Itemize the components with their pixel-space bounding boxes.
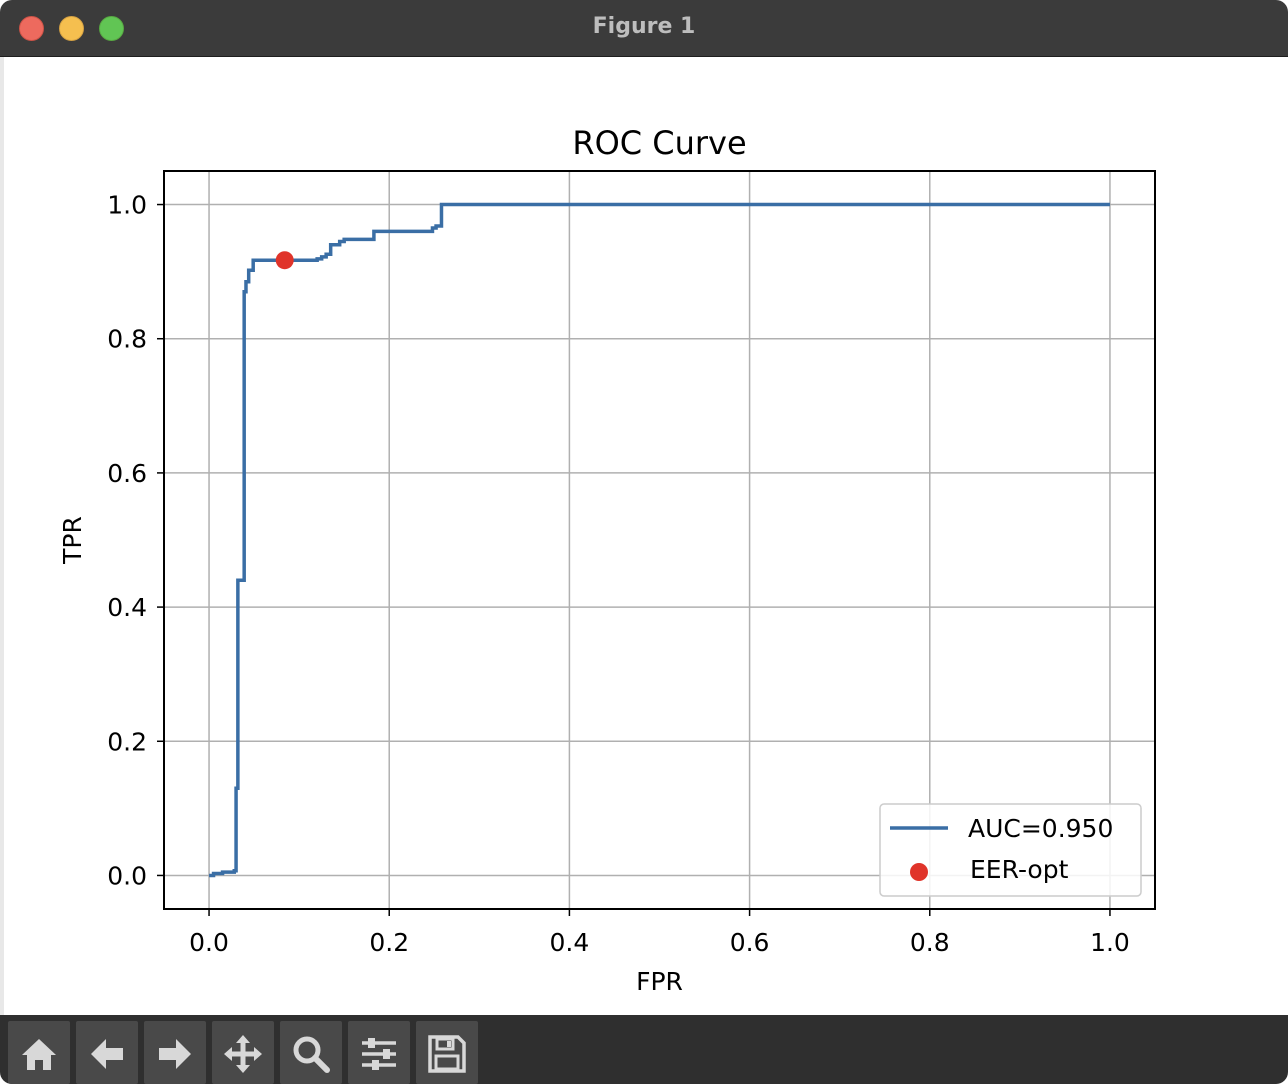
plot-series bbox=[209, 202, 1110, 878]
x-tick-label: 0.2 bbox=[369, 928, 409, 957]
sliders-icon bbox=[362, 1038, 396, 1070]
legend: AUC=0.950 EER-opt bbox=[879, 803, 1142, 897]
roc-chart: 0.0 0.2 0.4 0.6 0.8 1.0 0.0 0.2 0.4 0.6 0.8 1.0 ROC… bbox=[58, 124, 1156, 996]
pan-button[interactable] bbox=[212, 1021, 274, 1084]
x-tick-label: 0.0 bbox=[189, 928, 229, 957]
chart-title: ROC Curve bbox=[572, 124, 746, 162]
axis-ticks: 0.0 0.2 0.4 0.6 0.8 1.0 0.0 0.2 0.4 0.6 0.8 1.0 bbox=[107, 191, 1130, 957]
x-tick-label: 0.8 bbox=[910, 928, 950, 957]
x-tick-label: 0.6 bbox=[730, 928, 770, 957]
y-tick-label: 0.6 bbox=[107, 459, 147, 488]
back-button[interactable] bbox=[76, 1021, 138, 1084]
save-button[interactable] bbox=[416, 1021, 478, 1084]
axes-frame bbox=[163, 170, 1156, 910]
roc-curve-line bbox=[209, 202, 1110, 878]
y-axis-label: TPR bbox=[58, 516, 87, 565]
close-window-button[interactable] bbox=[19, 16, 44, 41]
zoom-button[interactable] bbox=[280, 1021, 342, 1084]
minimize-window-button[interactable] bbox=[59, 16, 84, 41]
navigation-toolbar bbox=[0, 1015, 1288, 1084]
floppy-disk-icon bbox=[428, 1035, 466, 1073]
arrow-right-icon bbox=[159, 1039, 191, 1069]
y-tick-label: 0.4 bbox=[107, 593, 147, 622]
x-axis-label: FPR bbox=[636, 967, 683, 996]
x-tick-label: 1.0 bbox=[1090, 928, 1130, 957]
magnifier-icon bbox=[293, 1036, 330, 1073]
forward-button[interactable] bbox=[144, 1021, 206, 1084]
y-tick-label: 0.2 bbox=[107, 727, 147, 756]
maximize-window-button[interactable] bbox=[99, 16, 124, 41]
legend-label-eer: EER-opt bbox=[970, 855, 1069, 884]
configure-subplots-button[interactable] bbox=[348, 1021, 410, 1084]
move-icon bbox=[224, 1035, 262, 1073]
x-tick-label: 0.4 bbox=[550, 928, 590, 957]
legend-label-auc: AUC=0.950 bbox=[968, 814, 1113, 843]
y-tick-label: 0.0 bbox=[107, 861, 147, 890]
home-icon bbox=[22, 1039, 56, 1070]
eer-opt-point bbox=[275, 251, 294, 270]
y-tick-label: 0.8 bbox=[107, 325, 147, 354]
y-tick-label: 1.0 bbox=[107, 191, 147, 220]
arrow-left-icon bbox=[91, 1039, 123, 1069]
window-edge bbox=[0, 57, 4, 1084]
window-title: Figure 1 bbox=[592, 14, 696, 39]
home-button[interactable] bbox=[8, 1021, 70, 1084]
title-bar[interactable]: Figure 1 bbox=[0, 0, 1288, 57]
figure-canvas[interactable]: 0.0 0.2 0.4 0.6 0.8 1.0 0.0 0.2 0.4 0.6 0.8 1.0 ROC… bbox=[4, 57, 1288, 1015]
grid-lines bbox=[164, 171, 1155, 909]
legend-marker-swatch bbox=[910, 863, 928, 881]
